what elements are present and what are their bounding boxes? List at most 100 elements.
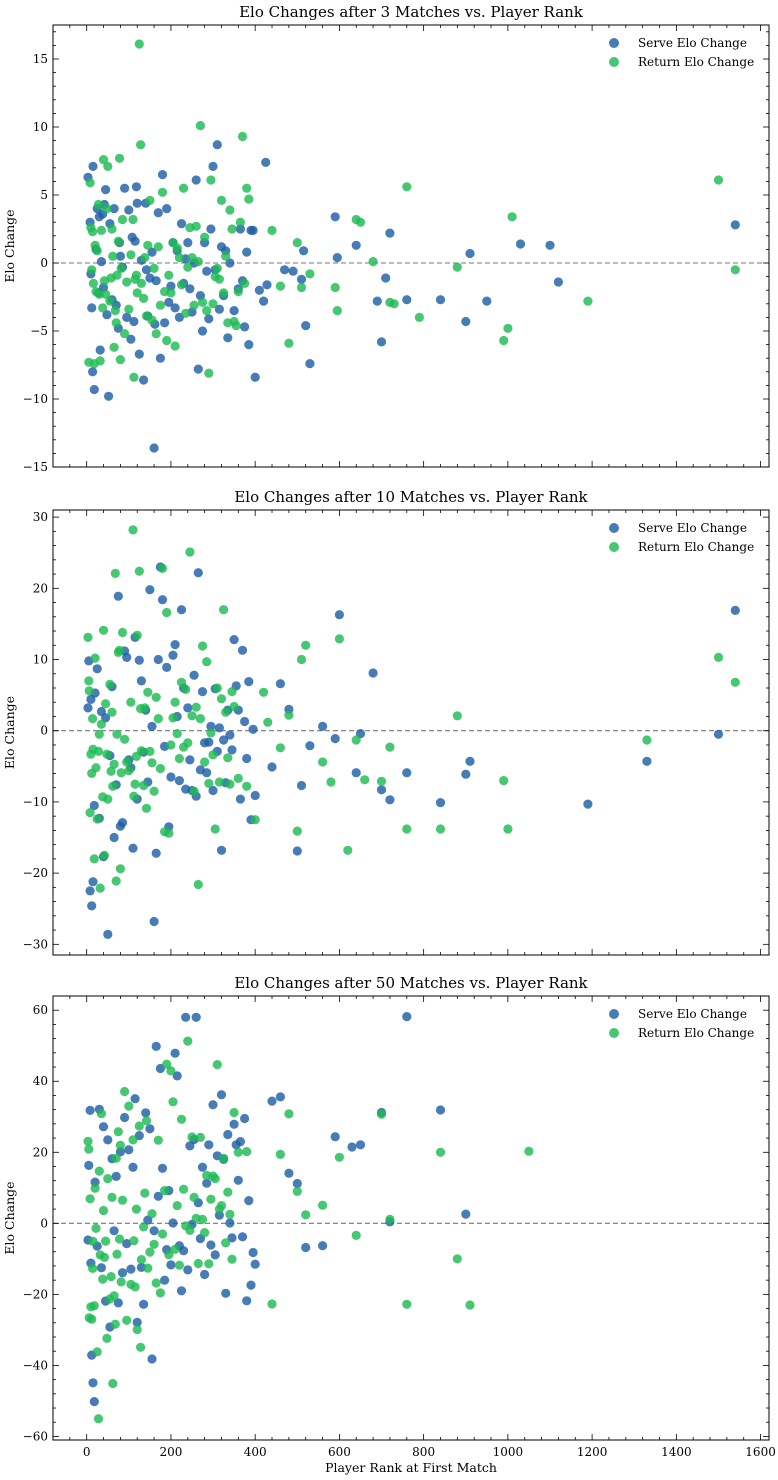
data-point — [229, 635, 239, 645]
data-point — [166, 281, 176, 291]
data-point — [259, 687, 269, 697]
data-point — [117, 214, 128, 225]
data-point — [94, 1166, 104, 1176]
data-point — [275, 743, 285, 753]
data-point — [85, 178, 95, 188]
data-point — [124, 766, 134, 776]
data-point — [267, 1096, 277, 1106]
data-point — [730, 220, 740, 230]
data-point — [583, 799, 593, 809]
data-point — [149, 1239, 159, 1249]
y-tick-label: −15 — [23, 460, 48, 474]
data-point — [109, 759, 119, 769]
data-point — [89, 1397, 99, 1407]
data-point — [193, 1258, 203, 1269]
data-point — [176, 677, 187, 687]
data-point — [162, 662, 172, 673]
data-point — [292, 238, 302, 248]
data-point — [261, 157, 271, 167]
data-point — [153, 242, 163, 252]
data-point — [120, 1112, 130, 1123]
data-point — [120, 329, 130, 339]
y-tick-label: 10 — [33, 653, 48, 667]
data-point — [140, 703, 150, 713]
data-point — [299, 246, 309, 256]
data-point — [292, 846, 302, 856]
data-point — [124, 1101, 134, 1111]
data-point — [162, 204, 172, 214]
data-point — [170, 1048, 180, 1058]
data-point — [112, 270, 122, 280]
data-point — [122, 312, 132, 322]
data-point — [96, 1263, 106, 1273]
x-tick-label: 0 — [83, 1445, 91, 1459]
data-point — [642, 756, 652, 766]
y-axis-label: Elo Change — [2, 696, 17, 769]
data-point — [237, 645, 248, 655]
data-point — [237, 1232, 248, 1242]
data-point — [452, 1254, 462, 1264]
data-point — [132, 1324, 142, 1335]
data-point — [435, 1147, 446, 1157]
data-point — [225, 730, 235, 740]
data-point — [713, 729, 724, 739]
data-point — [301, 640, 311, 650]
data-point — [170, 303, 180, 313]
data-point — [191, 702, 201, 712]
data-point — [160, 1186, 170, 1196]
data-point — [116, 1277, 126, 1287]
data-point — [296, 274, 307, 284]
data-point — [250, 815, 260, 825]
data-point — [202, 266, 212, 276]
data-point — [172, 243, 182, 253]
data-point — [170, 341, 180, 351]
data-point — [330, 282, 340, 293]
data-point — [128, 1135, 138, 1145]
data-point — [402, 824, 412, 834]
data-point — [149, 1226, 159, 1236]
data-point — [227, 1254, 237, 1264]
data-point — [223, 333, 233, 343]
data-point — [113, 591, 123, 601]
data-point — [208, 161, 218, 171]
legend-label-return: Return Elo Change — [638, 1026, 754, 1040]
x-tick-label: 600 — [328, 1445, 351, 1459]
data-point — [318, 1241, 328, 1251]
data-point — [219, 605, 229, 615]
data-point — [240, 278, 250, 288]
y-axis-label: Elo Change — [2, 1181, 17, 1254]
data-point — [91, 763, 101, 773]
data-point — [102, 1333, 112, 1343]
data-point — [187, 1132, 197, 1142]
data-point — [166, 1066, 176, 1076]
data-point — [730, 605, 740, 616]
data-point — [172, 1201, 182, 1211]
chart-panel-2: Elo Changes after 10 Matches vs. Player … — [2, 488, 770, 956]
data-point — [140, 1188, 150, 1198]
data-point — [402, 1012, 412, 1022]
data-point — [116, 263, 126, 273]
data-point — [210, 1174, 220, 1184]
data-point — [376, 785, 387, 795]
data-point — [115, 355, 125, 365]
data-point — [385, 795, 395, 805]
data-point — [122, 757, 132, 767]
data-point — [465, 756, 475, 766]
data-point — [301, 1210, 311, 1220]
legend-marker-serve — [609, 523, 619, 533]
data-point — [162, 335, 172, 346]
data-point — [229, 1107, 239, 1118]
data-point — [185, 755, 195, 765]
data-point — [176, 219, 187, 229]
data-point — [583, 296, 593, 306]
legend: Serve Elo Change Return Elo Change — [609, 36, 754, 69]
data-point — [92, 664, 102, 674]
data-point — [155, 300, 165, 310]
data-point — [139, 1299, 149, 1309]
y-tick-label: 0 — [40, 1216, 48, 1230]
data-point — [216, 1090, 227, 1100]
data-point — [88, 367, 98, 377]
data-point — [301, 321, 311, 331]
data-point — [499, 335, 509, 346]
data-point — [155, 1288, 165, 1298]
